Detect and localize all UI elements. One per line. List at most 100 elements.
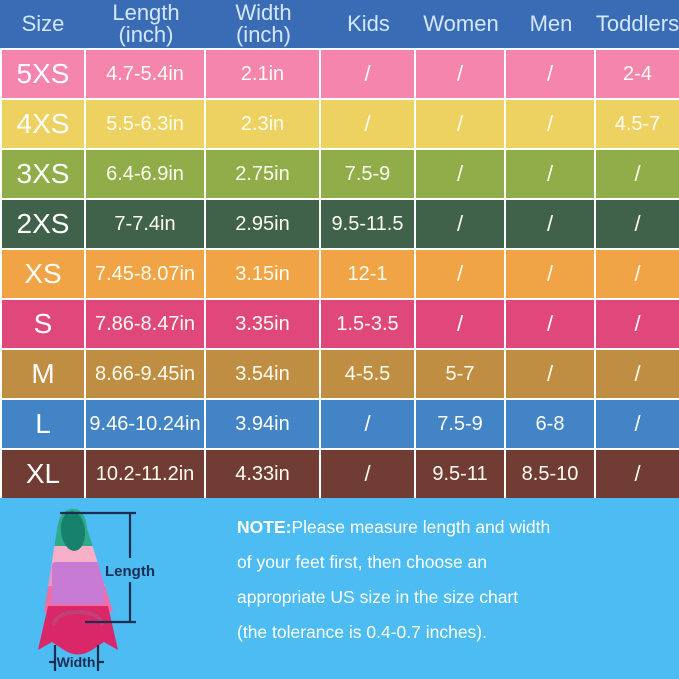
header-label: Width [235, 0, 292, 25]
table-row: XS 7.45-8.07in 3.15in 12-1 / / / [2, 250, 679, 298]
table-header-row: Size Length (inch) Width (inch) Kids Wom… [0, 0, 679, 48]
width-annotation: Width [49, 645, 104, 671]
header-sublabel: (inch) [235, 22, 291, 47]
cell-kids: 12-1 [321, 250, 414, 298]
cell-size: 2XS [2, 200, 84, 248]
table-row: 4XS 5.5-6.3in 2.3in / / / 4.5-7 [2, 100, 679, 148]
cell-size: 4XS [2, 100, 84, 148]
cell-kids: / [321, 100, 414, 148]
note-line: of your feet first, then choose an [237, 552, 488, 572]
note-line-text: Please measure length and width [291, 517, 551, 537]
cell-width: 2.75in [206, 150, 319, 198]
cell-women: / [416, 150, 504, 198]
note-prefix: NOTE: [237, 517, 292, 537]
cell-toddlers: / [596, 200, 679, 248]
header-cell-length: Length (inch) [86, 0, 206, 48]
cell-width: 2.1in [206, 50, 319, 98]
header-cell-men: Men [506, 0, 596, 48]
cell-kids: 7.5-9 [321, 150, 414, 198]
note-line: appropriate US size in the size chart [237, 587, 519, 607]
cell-toddlers: / [596, 350, 679, 398]
cell-women: 5-7 [416, 350, 504, 398]
cell-length: 10.2-11.2in [86, 450, 204, 498]
cell-women: / [416, 200, 504, 248]
fin-blade [44, 508, 113, 613]
cell-width: 3.15in [206, 250, 319, 298]
header-cell-kids: Kids [321, 0, 416, 48]
header-cell-toddlers: Toddlers [596, 0, 679, 48]
cell-size: XS [2, 250, 84, 298]
cell-kids: 1.5-3.5 [321, 300, 414, 348]
swim-fin-illustration: Length Width [38, 508, 155, 671]
note-text: NOTE:Please measure length and width of … [237, 510, 667, 650]
cell-women: / [416, 100, 504, 148]
cell-toddlers: / [596, 300, 679, 348]
cell-length: 8.66-9.45in [86, 350, 204, 398]
header-label: Size [21, 11, 65, 36]
length-annotation: Length [60, 511, 155, 624]
cell-toddlers: 4.5-7 [596, 100, 679, 148]
cell-length: 7.86-8.47in [86, 300, 204, 348]
table-row: 3XS 6.4-6.9in 2.75in 7.5-9 / / / [2, 150, 679, 198]
cell-men: / [506, 150, 594, 198]
cell-men: / [506, 300, 594, 348]
cell-men: / [506, 100, 594, 148]
cell-women: / [416, 250, 504, 298]
cell-length: 6.4-6.9in [86, 150, 204, 198]
cell-kids: / [321, 50, 414, 98]
cell-size: 3XS [2, 150, 84, 198]
header-label: Length [112, 0, 180, 25]
fin-foot-opening [52, 610, 104, 626]
note-line: (the tolerance is 0.4-0.7 inches). [237, 622, 487, 642]
header-label: Men [529, 11, 573, 36]
cell-width: 4.33in [206, 450, 319, 498]
cell-toddlers: / [596, 250, 679, 298]
length-label: Length [105, 563, 155, 580]
cell-women: 9.5-11 [416, 450, 504, 498]
header-label: Women [423, 11, 499, 36]
cell-size: 5XS [2, 50, 84, 98]
width-label: Width [57, 654, 96, 670]
cell-size: XL [2, 450, 84, 498]
cell-length: 4.7-5.4in [86, 50, 204, 98]
header-label: Kids [347, 11, 390, 36]
cell-men: / [506, 50, 594, 98]
table-body: 5XS 4.7-5.4in 2.1in / / / 2-4 4XS 5.5-6.… [0, 50, 679, 498]
cell-length: 7-7.4in [86, 200, 204, 248]
cell-length: 7.45-8.07in [86, 250, 204, 298]
table-row: 2XS 7-7.4in 2.95in 9.5-11.5 / / / [2, 200, 679, 248]
header-label: Toddlers [595, 11, 679, 36]
cell-width: 3.94in [206, 400, 319, 448]
cell-size: L [2, 400, 84, 448]
table-row: 5XS 4.7-5.4in 2.1in / / / 2-4 [2, 50, 679, 98]
cell-size: M [2, 350, 84, 398]
cell-size: S [2, 300, 84, 348]
cell-length: 5.5-6.3in [86, 100, 204, 148]
table-row: M 8.66-9.45in 3.54in 4-5.5 5-7 / / [2, 350, 679, 398]
header-sublabel: (inch) [118, 22, 174, 47]
cell-width: 2.3in [206, 100, 319, 148]
cell-women: / [416, 50, 504, 98]
cell-width: 3.35in [206, 300, 319, 348]
cell-men: / [506, 200, 594, 248]
cell-toddlers: 2-4 [596, 50, 679, 98]
cell-kids: / [321, 450, 414, 498]
table-row: L 9.46-10.24in 3.94in / 7.5-9 6-8 / [2, 400, 679, 448]
cell-kids: / [321, 400, 414, 448]
note-line: NOTE:Please measure length and width [237, 510, 667, 545]
cell-toddlers: / [596, 150, 679, 198]
cell-men: / [506, 250, 594, 298]
cell-length: 9.46-10.24in [86, 400, 204, 448]
bottom-panel: Length Width NOTE:Please measure length … [0, 498, 679, 679]
cell-toddlers: / [596, 400, 679, 448]
cell-women: 7.5-9 [416, 400, 504, 448]
header-cell-women: Women [416, 0, 506, 48]
cell-men: 6-8 [506, 400, 594, 448]
cell-men: / [506, 350, 594, 398]
cell-kids: 4-5.5 [321, 350, 414, 398]
table-row: XL 10.2-11.2in 4.33in / 9.5-11 8.5-10 / [2, 450, 679, 498]
header-cell-size: Size [0, 0, 86, 48]
cell-width: 3.54in [206, 350, 319, 398]
table-row: S 7.86-8.47in 3.35in 1.5-3.5 / / / [2, 300, 679, 348]
